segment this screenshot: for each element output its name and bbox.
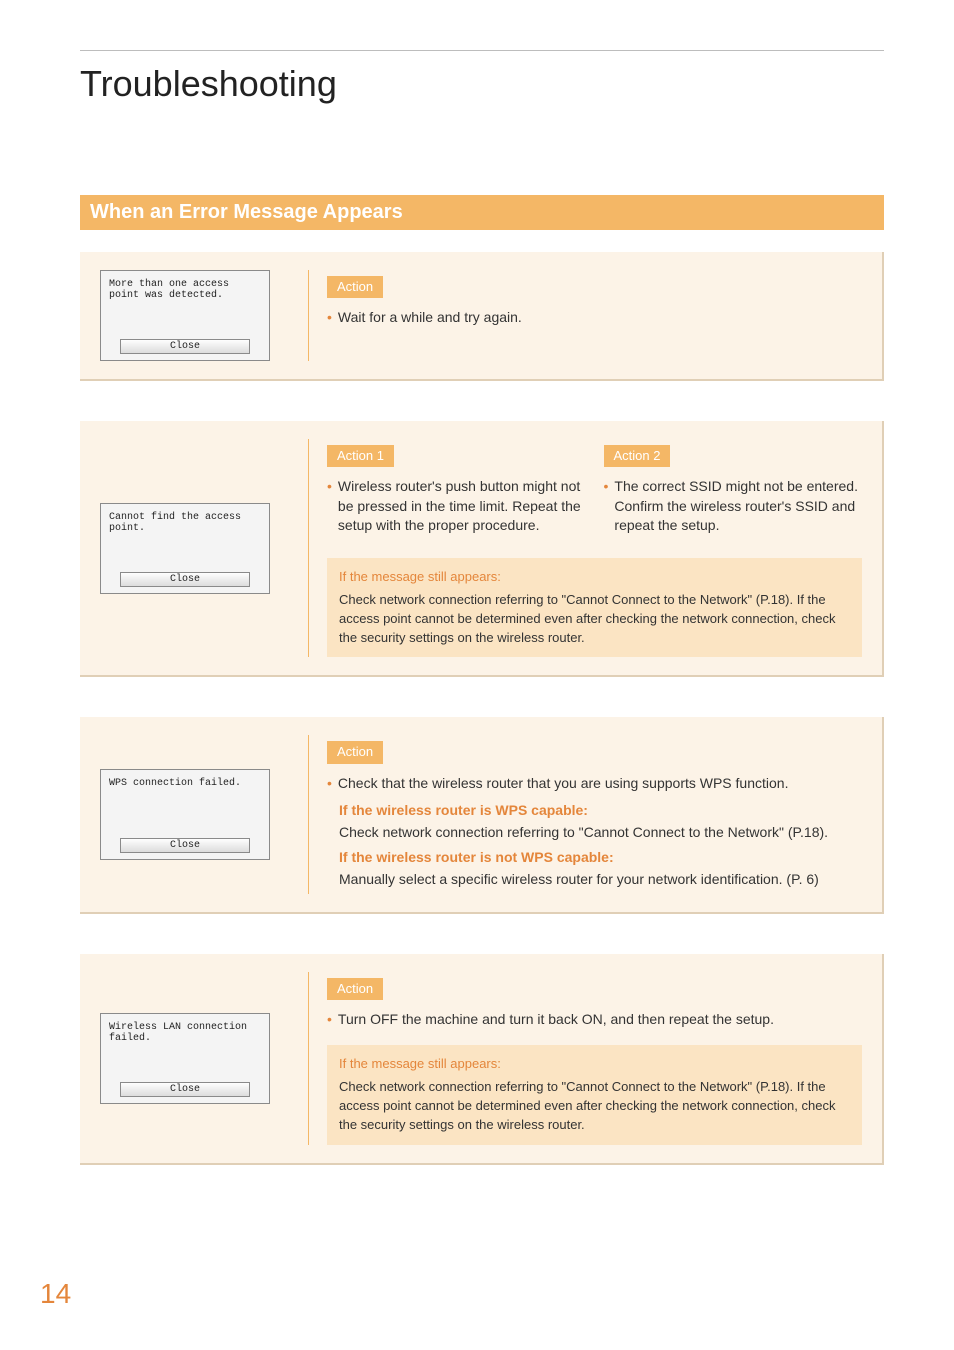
sub-heading: If the wireless router is not WPS capabl…	[339, 848, 862, 868]
error-dialog: Cannot find the access point. Close	[100, 503, 270, 594]
card-content: Action • Wait for a while and try again.	[327, 270, 862, 361]
dialog-message: WPS connection failed.	[107, 776, 263, 838]
note-title: If the message still appears:	[339, 1055, 850, 1074]
close-button[interactable]: Close	[120, 339, 250, 354]
section-heading: When an Error Message Appears	[80, 195, 884, 230]
page-title: Troubleshooting	[80, 63, 884, 105]
close-button[interactable]: Close	[120, 572, 250, 587]
action-label: Action 1	[327, 445, 394, 467]
dialog-message: More than one access point was detected.	[107, 277, 263, 339]
vertical-divider	[308, 270, 309, 361]
close-button[interactable]: Close	[120, 838, 250, 853]
card-content: Action • Turn OFF the machine and turn i…	[327, 972, 862, 1145]
sub-text: Check network connection referring to "C…	[339, 823, 862, 843]
note-title: If the message still appears:	[339, 568, 850, 587]
vertical-divider	[308, 735, 309, 893]
action-label: Action 2	[604, 445, 671, 467]
card-content: Action • Check that the wireless router …	[327, 735, 862, 893]
dialog-message: Wireless LAN connection failed.	[107, 1020, 263, 1082]
bullet-dot-icon: •	[327, 477, 332, 536]
vertical-divider	[308, 439, 309, 657]
two-column-actions: Action 1 • Wireless router's push button…	[327, 445, 862, 544]
dialog-wrapper: Wireless LAN connection failed. Close	[100, 972, 290, 1145]
bullet-dot-icon: •	[327, 774, 332, 794]
error-card-3: WPS connection failed. Close Action • Ch…	[80, 717, 884, 913]
page-number: 14	[40, 1278, 71, 1310]
page: Troubleshooting When an Error Message Ap…	[0, 0, 954, 1350]
bullet-item: • Wait for a while and try again.	[327, 308, 862, 328]
error-dialog: WPS connection failed. Close	[100, 769, 270, 860]
bullet-item: • Wireless router's push button might no…	[327, 477, 586, 536]
error-card-4: Wireless LAN connection failed. Close Ac…	[80, 954, 884, 1165]
dialog-message: Cannot find the access point.	[107, 510, 263, 572]
note-body: Check network connection referring to "C…	[339, 591, 850, 648]
dialog-wrapper: Cannot find the access point. Close	[100, 439, 290, 657]
bullet-dot-icon: •	[327, 308, 332, 328]
bullet-text: Wireless router's push button might not …	[338, 477, 586, 536]
dialog-wrapper: WPS connection failed. Close	[100, 735, 290, 893]
vertical-divider	[308, 972, 309, 1145]
bullet-item: • The correct SSID might not be entered.…	[604, 477, 863, 536]
error-card-2: Cannot find the access point. Close Acti…	[80, 421, 884, 677]
bullet-dot-icon: •	[604, 477, 609, 536]
bullet-text: Turn OFF the machine and turn it back ON…	[338, 1010, 862, 1030]
dialog-wrapper: More than one access point was detected.…	[100, 270, 290, 361]
error-card-1: More than one access point was detected.…	[80, 252, 884, 381]
bullet-text: The correct SSID might not be entered. C…	[614, 477, 862, 536]
sub-heading: If the wireless router is WPS capable:	[339, 801, 862, 821]
note-box: If the message still appears: Check netw…	[327, 558, 862, 657]
error-dialog: Wireless LAN connection failed. Close	[100, 1013, 270, 1104]
card-content: Action 1 • Wireless router's push button…	[327, 439, 862, 657]
action-label: Action	[327, 978, 383, 1000]
close-button[interactable]: Close	[120, 1082, 250, 1097]
error-dialog: More than one access point was detected.…	[100, 270, 270, 361]
note-box: If the message still appears: Check netw…	[327, 1045, 862, 1144]
action-col-2: Action 2 • The correct SSID might not be…	[604, 445, 863, 544]
top-rule	[80, 50, 884, 51]
bullet-text: Check that the wireless router that you …	[338, 774, 862, 794]
action-label: Action	[327, 741, 383, 763]
bullet-dot-icon: •	[327, 1010, 332, 1030]
note-body: Check network connection referring to "C…	[339, 1078, 850, 1135]
sub-text: Manually select a specific wireless rout…	[339, 870, 862, 890]
bullet-item: • Check that the wireless router that yo…	[327, 774, 862, 794]
bullet-item: • Turn OFF the machine and turn it back …	[327, 1010, 862, 1030]
action-label: Action	[327, 276, 383, 298]
bullet-text: Wait for a while and try again.	[338, 308, 862, 328]
action-col-1: Action 1 • Wireless router's push button…	[327, 445, 586, 544]
